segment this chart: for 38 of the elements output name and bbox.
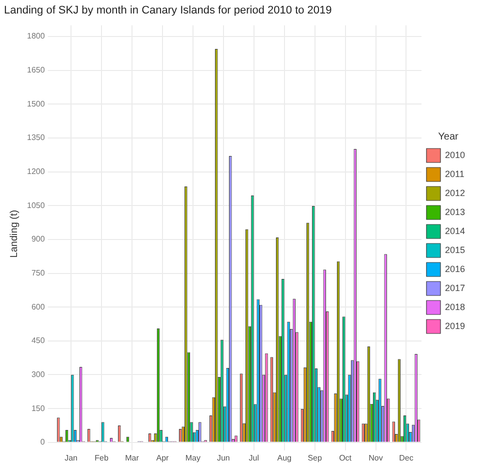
legend-title: Year <box>438 131 460 142</box>
x-tick-label: May <box>185 453 200 462</box>
y-tick-label: 150 <box>31 404 46 413</box>
legend-label: 2012 <box>444 188 466 198</box>
legend-label: 2019 <box>444 320 466 331</box>
x-tick-label: Jun <box>216 453 230 462</box>
legend-label: 2017 <box>444 282 466 293</box>
x-tick-label: Aug <box>277 453 292 462</box>
x-tick-label: Sep <box>308 453 322 462</box>
y-tick-label: 1200 <box>27 166 46 176</box>
x-tick-label: Oct <box>339 453 352 462</box>
x-tick-label: Feb <box>94 453 109 462</box>
x-tick-label: Nov <box>368 453 383 462</box>
x-tick-label: Apr <box>156 453 170 462</box>
y-tick-label: 1800 <box>27 32 46 41</box>
x-tick-label: Jan <box>64 453 78 462</box>
y-axis-title: Landing (t) <box>8 210 20 258</box>
y-tick-label: 300 <box>31 370 46 379</box>
y-tick-label: 900 <box>31 234 46 244</box>
legend-label: 2015 <box>444 244 466 255</box>
legend-label: 2013 <box>444 206 466 217</box>
y-tick-label: 600 <box>31 302 46 312</box>
legend-label: 2014 <box>444 226 466 236</box>
chart-title: Landing of SKJ by month in Canary Islands for period 2010 to 2019 <box>4 4 332 17</box>
legend-label: 2010 <box>444 150 466 160</box>
y-tick-label: 0 <box>40 438 46 447</box>
y-tick-label: 750 <box>31 268 46 278</box>
y-tick-label: 1350 <box>27 133 46 142</box>
legend-label: 2018 <box>444 302 466 312</box>
legend-label: 2011 <box>444 168 464 179</box>
y-tick-label: 1050 <box>27 200 46 210</box>
y-tick-label: 450 <box>31 336 46 346</box>
x-tick-label: Dec <box>399 453 414 462</box>
y-tick-label: 1500 <box>27 99 46 108</box>
legend-label: 2016 <box>444 264 466 274</box>
x-tick-label: Jul <box>248 453 260 462</box>
x-tick-label: Mar <box>125 453 140 462</box>
y-tick-label: 1650 <box>27 66 46 75</box>
